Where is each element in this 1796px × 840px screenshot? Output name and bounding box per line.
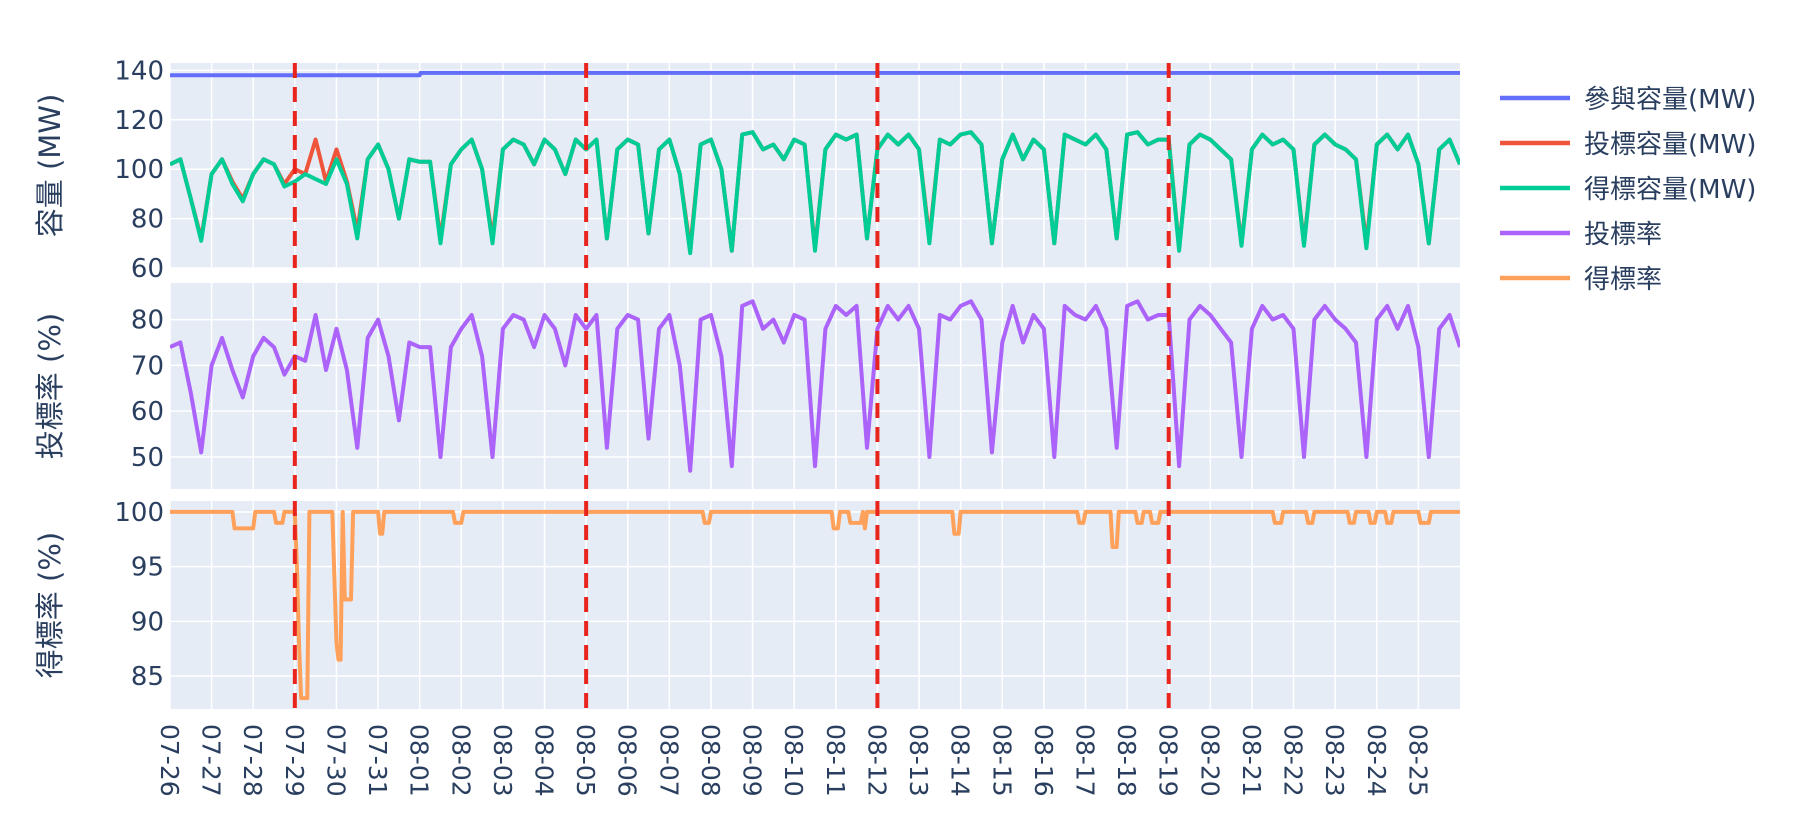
legend-label: 投標容量(MW) [1584, 130, 1756, 160]
y-tick-label: 60 [131, 254, 164, 284]
y-tick-label: 140 [114, 56, 164, 86]
x-tick-label: 08-04 [530, 724, 559, 797]
x-tick-label: 07-30 [321, 724, 350, 797]
x-tick-label: 08-19 [1154, 724, 1183, 797]
legend-label: 參與容量(MW) [1584, 85, 1756, 115]
x-tick-label: 08-23 [1320, 724, 1349, 797]
y-axis-title: 得標率 (%) [33, 532, 67, 678]
x-tick-label: 08-13 [904, 724, 933, 797]
x-tick-label: 08-05 [571, 724, 600, 797]
y-tick-label: 100 [114, 155, 164, 185]
x-tick-label: 08-01 [405, 724, 434, 797]
x-tick-label: 08-07 [654, 724, 683, 797]
y-tick-label: 70 [131, 351, 164, 381]
series-line [170, 509, 1460, 701]
x-tick-label: 08-20 [1195, 724, 1224, 797]
x-tick-label: 08-15 [987, 724, 1016, 797]
legend-label: 得標率 [1584, 265, 1662, 295]
legend-label: 得標容量(MW) [1584, 175, 1756, 205]
y-tick-label: 95 [131, 553, 164, 583]
y-axis-title: 容量 (MW) [33, 94, 67, 238]
x-tick-label: 08-12 [862, 724, 891, 797]
x-tick-label: 07-29 [280, 724, 309, 797]
x-tick-label: 08-21 [1237, 724, 1266, 797]
y-tick-label: 50 [131, 443, 164, 473]
x-tick-label: 08-09 [738, 724, 767, 797]
panel-bid-rate: 50 60 70 80 投標率 (%) [33, 283, 1460, 489]
x-tick-label: 08-11 [821, 724, 850, 797]
y-tick-label: 80 [131, 205, 164, 235]
panel-capacity: 60 80 100 120 140 容量 (MW) [33, 56, 1460, 284]
x-tick-label: 07-28 [238, 724, 267, 797]
x-tick-label: 07-27 [197, 724, 226, 797]
x-tick-label: 08-18 [1112, 724, 1141, 797]
x-tick-label: 08-06 [613, 724, 642, 797]
x-tick-label: 08-03 [488, 724, 517, 797]
y-tick-label: 100 [114, 498, 164, 528]
x-axis: 07-26 07-27 07-28 07-29 07-30 07-31 08-01 08-02… [155, 724, 1432, 797]
x-tick-label: 08-02 [446, 724, 475, 797]
y-tick-label: 90 [131, 607, 164, 637]
x-tick-label: 07-26 [155, 724, 184, 797]
y-tick-label: 120 [114, 106, 164, 136]
plot-background [170, 501, 1460, 709]
x-tick-label: 08-17 [1070, 724, 1099, 797]
series-line [170, 299, 1460, 473]
x-tick-label: 08-14 [946, 724, 975, 797]
x-tick-label: 08-16 [1029, 724, 1058, 797]
x-tick-label: 08-22 [1279, 724, 1308, 797]
x-tick-label: 08-10 [779, 724, 808, 797]
panel-award-rate: 85 90 95 100 得標率 (%) [33, 498, 1460, 709]
x-tick-label: 08-08 [696, 724, 725, 797]
x-tick-label: 08-24 [1362, 724, 1391, 797]
y-tick-label: 60 [131, 397, 164, 427]
y-tick-label: 80 [131, 306, 164, 336]
series-line [170, 130, 1460, 256]
y-tick-label: 85 [131, 662, 164, 692]
y-axis-title: 投標率 (%) [33, 313, 67, 459]
chart-panels: 60 80 100 120 140 容量 (MW) 50 60 70 80 投標率 (%) 85 90 9… [33, 56, 1460, 709]
x-tick-label: 07-31 [363, 724, 392, 797]
x-tick-label: 08-25 [1403, 724, 1432, 797]
legend-label: 投標率 [1584, 220, 1662, 250]
